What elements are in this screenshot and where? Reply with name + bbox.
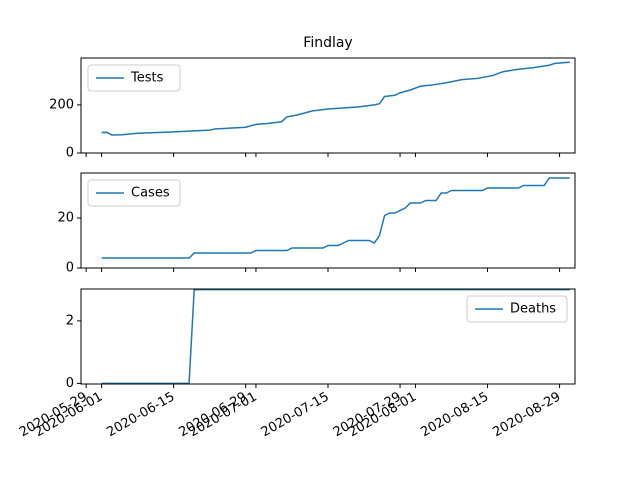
x-tick-label: 2020-06-15 — [104, 390, 177, 441]
x-tick-label: 2020-08-15 — [418, 390, 491, 441]
axes-frame — [80, 57, 576, 154]
x-tick-label-group: 2020-08-29 — [490, 390, 563, 441]
data-line — [101, 61, 570, 136]
axes-frame — [80, 288, 576, 385]
y-tick-label: 0 — [66, 376, 74, 391]
y-tick-label: 200 — [49, 97, 74, 112]
x-tick-label: 2020-07-15 — [259, 390, 332, 441]
axes-frame — [80, 172, 576, 269]
x-tick-label-group: 2020-06-15 — [104, 390, 177, 441]
x-tick-label-group: 2020-08-15 — [418, 390, 491, 441]
y-tick-label: 2 — [66, 313, 74, 328]
legend-label: Deaths — [510, 302, 556, 317]
legend-box — [87, 64, 181, 92]
y-tick-label: 0 — [66, 146, 74, 161]
y-tick-label: 0 — [66, 261, 74, 276]
x-tick-label: 2020-08-29 — [490, 390, 563, 441]
data-line — [101, 177, 570, 259]
legend-box — [87, 179, 181, 207]
legend-label: Cases — [131, 186, 170, 201]
y-tick-label: 20 — [57, 211, 74, 226]
x-tick-label-group: 2020-07-15 — [259, 390, 332, 441]
legend-box — [466, 295, 568, 323]
data-line — [101, 288, 570, 385]
chart-title: Findlay — [303, 35, 352, 51]
legend-label: Tests — [130, 71, 164, 86]
